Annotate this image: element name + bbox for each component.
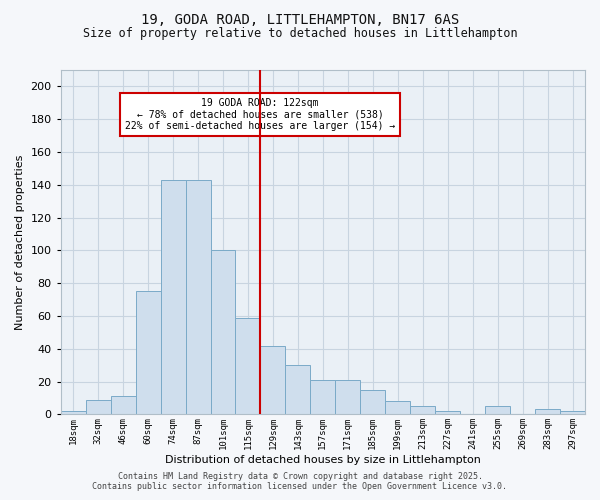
Text: 19 GODA ROAD: 122sqm
← 78% of detached houses are smaller (538)
22% of semi-deta: 19 GODA ROAD: 122sqm ← 78% of detached h… <box>125 98 395 131</box>
Bar <box>161 180 185 414</box>
Bar <box>410 406 435 414</box>
Bar <box>110 396 136 414</box>
Bar <box>485 406 510 414</box>
Bar <box>310 380 335 414</box>
Y-axis label: Number of detached properties: Number of detached properties <box>15 154 25 330</box>
Bar <box>385 402 410 414</box>
Bar <box>235 318 260 414</box>
Bar <box>86 400 110 414</box>
Bar <box>435 411 460 414</box>
Text: Contains HM Land Registry data © Crown copyright and database right 2025.
Contai: Contains HM Land Registry data © Crown c… <box>92 472 508 491</box>
Bar <box>211 250 235 414</box>
X-axis label: Distribution of detached houses by size in Littlehampton: Distribution of detached houses by size … <box>165 455 481 465</box>
Bar <box>335 380 361 414</box>
Bar <box>286 365 310 414</box>
Bar <box>535 410 560 414</box>
Bar <box>560 411 585 414</box>
Text: 19, GODA ROAD, LITTLEHAMPTON, BN17 6AS: 19, GODA ROAD, LITTLEHAMPTON, BN17 6AS <box>141 12 459 26</box>
Bar <box>185 180 211 414</box>
Bar <box>136 292 161 414</box>
Bar <box>361 390 385 414</box>
Text: Size of property relative to detached houses in Littlehampton: Size of property relative to detached ho… <box>83 28 517 40</box>
Bar <box>61 411 86 414</box>
Bar <box>260 346 286 414</box>
